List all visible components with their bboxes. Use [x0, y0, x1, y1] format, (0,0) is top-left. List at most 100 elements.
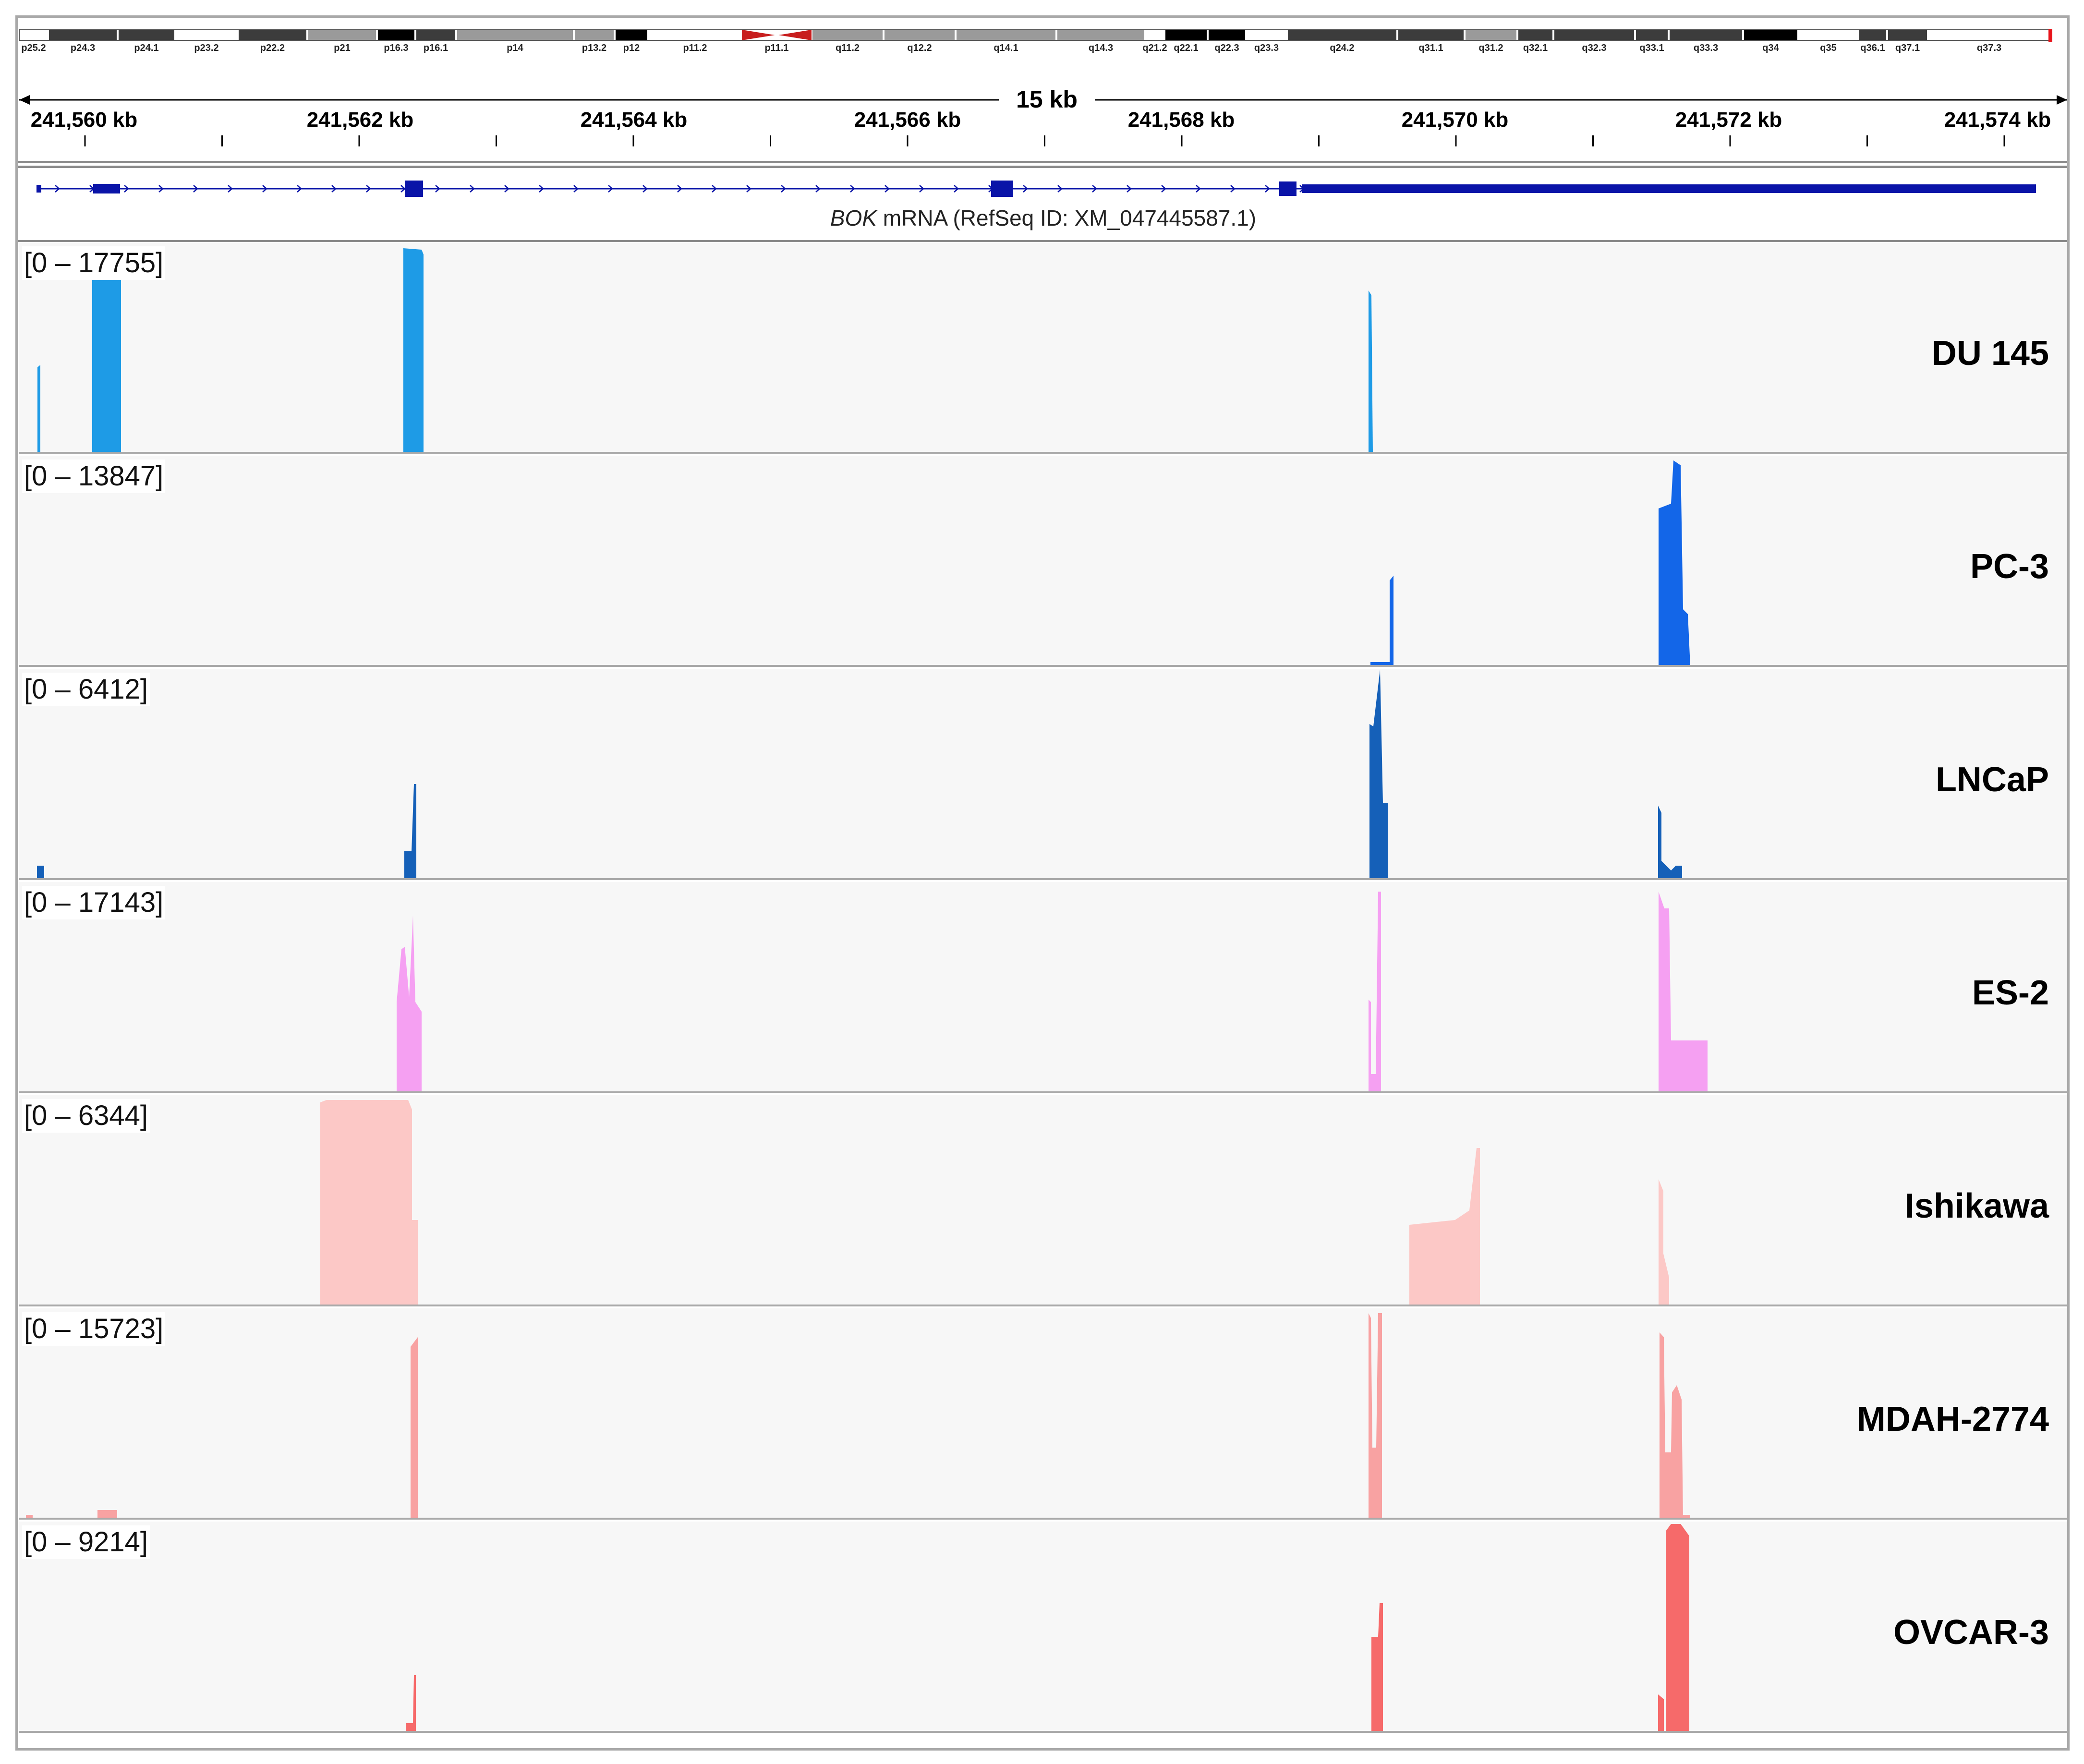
ruler-tick-label: 241,568 kb [1128, 108, 1235, 132]
coverage-peak [397, 916, 422, 1091]
coverage-peak [412, 1220, 418, 1305]
ideogram-band [378, 30, 414, 40]
track-es2[interactable]: [0 – 17143] ES-2 [19, 882, 2067, 1093]
coverage-plot [406, 1524, 1689, 1731]
ideogram-band-label: p11.1 [764, 43, 788, 53]
coverage-peak [1369, 1313, 1382, 1518]
coverage-peak [404, 784, 416, 878]
coverage-peak [1658, 806, 1682, 878]
ideogram-band [1670, 30, 1742, 40]
track-lncap[interactable]: [0 – 6412] LNCaP [19, 669, 2067, 880]
strand-arrow-icon [573, 185, 579, 193]
track-name: ES-2 [1972, 974, 2049, 1012]
coverage-peak [1659, 892, 1708, 1091]
coverage-peak [1370, 662, 1391, 665]
coverage-peak [406, 1675, 416, 1731]
ideogram-band [1165, 30, 1207, 40]
ideogram-band [20, 30, 47, 40]
exon-block [991, 181, 1013, 197]
coverage-plot [1370, 460, 1690, 665]
coverage-peak [403, 248, 424, 452]
chromosome-ideogram[interactable]: p25.2 p24.3 p24.1 p23.2 p22.2 p21 p16.3 p16.1 p1… [19, 29, 2070, 58]
separator [18, 161, 2067, 163]
strand-arrow-icon [1092, 185, 1097, 193]
current-region-marker [2048, 29, 2052, 42]
strand-arrow-icon [228, 185, 233, 193]
gene-symbol: BOK [830, 205, 877, 230]
strand-arrow-icon [712, 185, 717, 193]
strand-arrow-icon [1230, 185, 1236, 193]
ideogram-band-label: p23.2 [194, 43, 218, 53]
track-ovcar3[interactable]: [0 – 9214] OVCAR-3 [19, 1522, 2067, 1733]
strand-arrow-icon [954, 185, 959, 193]
ideogram-band-label: q37.3 [1977, 43, 2001, 53]
separator [18, 240, 2067, 242]
gene-annotation-track[interactable]: BOK mRNA (RefSeq ID: XM_047445587.1) [19, 170, 2067, 240]
strand-arrow-icon [1265, 185, 1270, 193]
track-ishikawa[interactable]: [0 – 6344] Ishikawa [19, 1095, 2067, 1306]
ideogram-band [416, 30, 455, 40]
ideogram-band [1929, 30, 2049, 40]
coverage-peak [1660, 1332, 1683, 1518]
data-range-label: [0 – 13847] [22, 459, 166, 493]
exon-block [405, 181, 423, 197]
track-mdah2774[interactable]: [0 – 15723] MDAH-2774 [19, 1308, 2067, 1520]
coverage-peak [411, 1337, 418, 1518]
data-range-label: [0 – 15723] [22, 1312, 166, 1346]
ideogram-band-label: q14.3 [1089, 43, 1113, 53]
ruler-tick-label: 241,566 kb [854, 108, 961, 132]
ideogram-band-label: p24.1 [134, 43, 158, 53]
ruler-tick-label: 241,564 kb [581, 108, 688, 132]
centromere-marker [742, 30, 775, 40]
coverage-plot [37, 670, 1682, 878]
track-du145[interactable]: [0 – 17755] DU 145 [19, 242, 2067, 454]
strand-arrow-icon [1127, 185, 1132, 193]
ideogram-band-label: q21.2 [1142, 43, 1167, 53]
data-range-label: [0 – 17755] [22, 246, 166, 280]
strand-arrow-icon [193, 185, 198, 193]
ideogram-band-label: q36.1 [1860, 43, 1885, 53]
track-name: OVCAR-3 [1893, 1613, 2049, 1652]
ideogram-band-label: p11.2 [683, 43, 707, 53]
ideogram-band [1636, 30, 1668, 40]
strand-arrow-icon [504, 185, 509, 193]
strand-arrow-icon [919, 185, 924, 193]
ideogram-band [308, 30, 376, 40]
ideogram-band-label: p16.3 [384, 43, 408, 53]
track-name: MDAH-2774 [1856, 1400, 2049, 1438]
strand-arrow-icon [158, 185, 164, 193]
exon-block [36, 185, 41, 193]
coverage-peak [1390, 576, 1393, 665]
strand-arrow-icon [366, 185, 371, 193]
ideogram-band [1518, 30, 1552, 40]
ideogram-band-label: q14.1 [994, 43, 1018, 53]
strand-arrow-icon [815, 185, 821, 193]
ideogram-band [176, 30, 237, 40]
genomic-ruler[interactable]: 15 kb 241,560 kb 241,562 kb 241,564 kb 241,… [19, 58, 2070, 163]
ideogram-band [49, 30, 117, 40]
coverage-peak [1369, 892, 1381, 1091]
strand-arrow-icon [262, 185, 267, 193]
exon-block [1302, 184, 2036, 193]
ideogram-band-label: q31.1 [1418, 43, 1443, 53]
coverage-plot [37, 247, 1373, 452]
strand-arrow-icon [124, 185, 129, 193]
ideogram-band-label: q23.3 [1254, 43, 1279, 53]
strand-arrow-icon [1023, 185, 1028, 193]
strand-arrow-icon [884, 185, 890, 193]
track-name: DU 145 [1931, 334, 2049, 373]
ideogram-band [649, 30, 741, 40]
coverage-peak [1666, 1524, 1689, 1731]
ideogram-band-label: q32.1 [1523, 43, 1548, 53]
track-pc3[interactable]: [0 – 13847] PC-3 [19, 456, 2067, 667]
arrow-left-icon [19, 95, 30, 105]
coverage-peak [92, 247, 121, 452]
strand-arrow-icon [642, 185, 648, 193]
strand-arrow-icon [746, 185, 751, 193]
ideogram-band [1398, 30, 1464, 40]
ideogram-band-label: q12.2 [907, 43, 932, 53]
coverage-peak [1658, 1694, 1664, 1731]
ideogram-band-label: p21 [334, 43, 350, 53]
strand-arrow-icon [1057, 185, 1063, 193]
gene-model [36, 181, 2036, 197]
